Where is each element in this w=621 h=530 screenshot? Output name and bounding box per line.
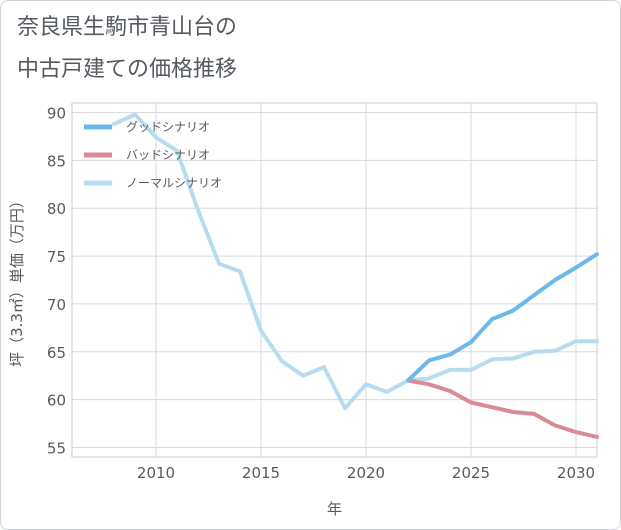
plot-frame <box>71 102 598 458</box>
legend-label: グッドシナリオ <box>126 120 210 134</box>
y-tick-label: 90 <box>47 105 66 123</box>
x-tick-label: 2015 <box>242 464 280 482</box>
y-axis-label: 坪（3.3㎡）単価（万円） <box>8 193 26 367</box>
legend-label: バッドシナリオ <box>126 148 210 162</box>
x-tick-label: 2020 <box>347 464 385 482</box>
y-tick-label: 65 <box>47 344 66 362</box>
y-tick-label: 60 <box>47 392 66 410</box>
y-tick-label: 55 <box>47 439 66 457</box>
y-tick-label: 70 <box>47 296 66 314</box>
x-tick-label: 2025 <box>452 464 490 482</box>
series-lines <box>112 112 599 439</box>
x-axis-ticks: 2010 2015 2020 2025 2030 <box>137 464 595 482</box>
x-tick-label: 2030 <box>557 464 595 482</box>
series-line-2 <box>112 112 599 411</box>
x-axis-label: 年 <box>327 500 342 518</box>
y-tick-label: 75 <box>47 248 66 266</box>
y-tick-label: 80 <box>47 200 66 218</box>
chart-title-line-2: 中古戸建ての価格推移 <box>17 57 238 82</box>
x-tick-label: 2010 <box>137 464 175 482</box>
chart-title-line-1: 奈良県生駒市青山台の <box>17 15 238 40</box>
y-tick-label: 85 <box>47 152 66 170</box>
legend-label: ノーマルシナリオ <box>126 176 222 190</box>
series-line-1 <box>406 378 599 439</box>
y-axis-ticks: 55 60 65 70 75 80 85 90 <box>47 105 66 458</box>
series-line-0 <box>406 252 599 383</box>
grid <box>71 102 598 458</box>
